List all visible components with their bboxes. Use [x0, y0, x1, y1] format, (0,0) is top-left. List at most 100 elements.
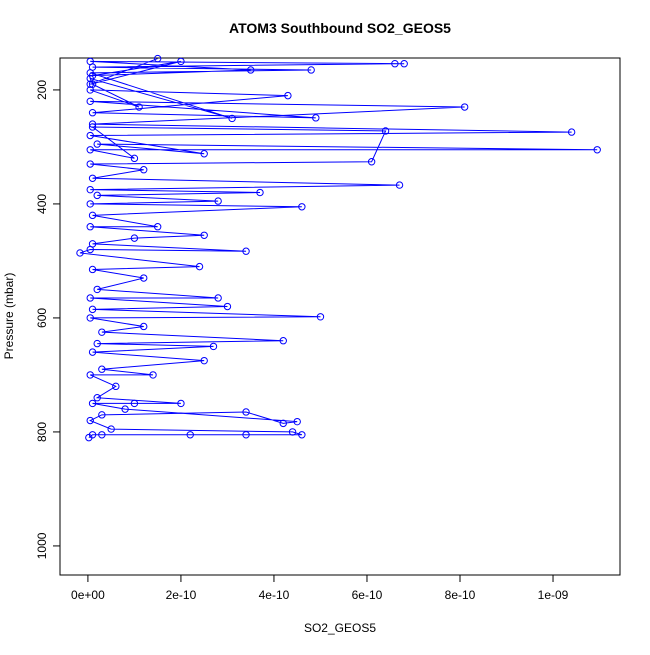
data-point [153, 223, 162, 231]
x-tick-label: 1e-09 [538, 588, 569, 602]
data-point [228, 114, 236, 123]
data-point [88, 174, 97, 182]
data-point [312, 114, 320, 122]
data-point [86, 97, 94, 106]
data-point [293, 417, 301, 426]
data-point [86, 185, 94, 194]
data-point [130, 399, 139, 408]
data-point [121, 405, 129, 413]
data-point [86, 416, 94, 425]
data-point [223, 302, 232, 311]
data-point [140, 274, 148, 282]
data-point [177, 57, 185, 66]
x-tick-label: 0e+00 [71, 588, 105, 602]
data-point [86, 371, 94, 379]
data-point [86, 146, 94, 154]
data-point [256, 188, 264, 197]
data-point [86, 131, 94, 140]
data-point [107, 425, 115, 433]
data-point [214, 197, 222, 205]
data-line [79, 58, 598, 439]
data-point [186, 431, 194, 439]
data-point [88, 265, 97, 274]
data-point [195, 262, 204, 271]
data-point [88, 123, 97, 131]
data-point [200, 150, 208, 158]
data-point [130, 154, 139, 163]
data-point [86, 200, 94, 208]
data-point [88, 71, 97, 80]
data-point [88, 120, 97, 128]
data-point [93, 339, 101, 348]
data-point [288, 428, 297, 436]
data-point [200, 356, 208, 365]
y-axis-label: Pressure (mbar) [2, 273, 16, 360]
data-point [367, 158, 376, 166]
data-point [88, 399, 97, 408]
data-point [140, 166, 148, 174]
y-tick-label: 1000 [35, 532, 49, 559]
y-tick-label: 400 [35, 194, 49, 214]
x-tick-label: 8e-10 [445, 588, 476, 602]
data-point [279, 419, 287, 428]
chart-title: ATOM3 Southbound SO2_GEOS5 [229, 20, 451, 36]
y-tick-label: 200 [35, 80, 49, 100]
data-point [307, 66, 315, 74]
x-tick-label: 2e-10 [166, 588, 197, 602]
data-point [567, 128, 576, 136]
data-point [88, 240, 97, 248]
data-point [391, 60, 399, 68]
data-point [98, 328, 106, 336]
data-point [298, 203, 306, 211]
x-tick-label: 6e-10 [352, 588, 383, 602]
data-point [86, 294, 94, 302]
data-point [381, 127, 390, 135]
x-axis-label: SO2_GEOS5 [304, 621, 376, 635]
data-point [130, 234, 139, 242]
data-point [279, 337, 287, 345]
y-tick-label: 800 [35, 422, 49, 442]
data-point [149, 371, 157, 379]
data-point [200, 231, 208, 239]
data-point [209, 342, 218, 351]
data-point [284, 91, 292, 100]
data-point [214, 294, 222, 302]
data-point [88, 109, 97, 117]
data-point [88, 431, 97, 439]
data-point [98, 411, 106, 419]
data-point [298, 431, 306, 439]
data-point [395, 181, 404, 189]
data-point [242, 247, 250, 255]
data-point [593, 146, 601, 154]
data-point [88, 305, 97, 314]
data-point [88, 211, 97, 220]
data-point [177, 399, 185, 408]
data-point [76, 249, 84, 257]
data-point [400, 60, 408, 68]
data-point [98, 365, 106, 373]
plot-frame [59, 57, 621, 576]
data-point [93, 191, 101, 200]
y-tick-label: 600 [35, 308, 49, 328]
data-point [86, 314, 94, 322]
data-point [135, 103, 143, 111]
x-tick-label: 4e-10 [259, 588, 290, 602]
data-point [86, 57, 94, 66]
data-point [88, 348, 97, 356]
data-point [86, 223, 94, 231]
data-point [112, 382, 120, 391]
data-point [153, 54, 162, 63]
data-point [460, 103, 469, 111]
data-point [140, 322, 148, 331]
data-point [242, 431, 250, 439]
data-point [242, 408, 250, 416]
data-point [93, 285, 101, 294]
data-point [93, 140, 101, 148]
data-point [86, 160, 94, 168]
data-point [246, 66, 255, 74]
data-point [316, 313, 325, 321]
data-point [98, 431, 106, 439]
data-point [93, 394, 101, 402]
data-point [86, 80, 94, 88]
